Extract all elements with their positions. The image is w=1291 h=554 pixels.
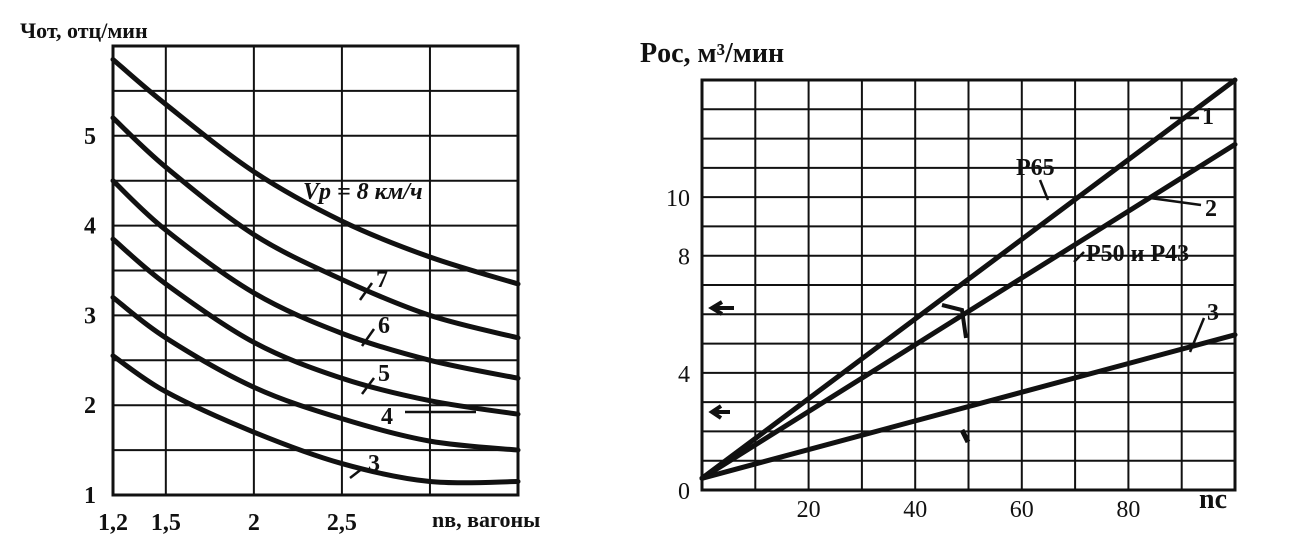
left-y-tick-label: 4: [84, 214, 96, 240]
right-y-axis-title: Pос, м³/мин: [640, 38, 784, 69]
right-tick-labels: 20 40 60 80 0 4 8 10: [666, 186, 1140, 523]
left-series-group: [110, 56, 521, 486]
annotation-p50-p43: P50 и P43: [1086, 241, 1189, 267]
series-label-3: 3: [1207, 300, 1219, 326]
right-y-tick-label: 4: [678, 362, 690, 388]
arrow-marker-lower: [708, 404, 730, 420]
left-curve-6: [110, 178, 521, 381]
right-plot-frame: [700, 78, 1237, 492]
left-y-tick-label: 1: [84, 483, 96, 509]
leader-p65: [1038, 179, 1050, 201]
leader-7: [358, 282, 374, 301]
right-x-axis-title: nс: [1199, 484, 1227, 515]
right-line-3: [699, 332, 1238, 481]
right-y-tick-label: 0: [678, 479, 690, 505]
left-curve-8: [110, 56, 521, 287]
series-label-1: 1: [1202, 104, 1214, 130]
marker-mid-lower: [959, 428, 971, 444]
leader-3: [349, 467, 364, 479]
left-y-tick-label: 2: [84, 393, 96, 419]
left-x-tick-label: 1,2: [98, 510, 128, 536]
left-curve-7: [110, 115, 521, 341]
leader-p50-p43: [1073, 251, 1085, 263]
left-x-tick-label: 2: [248, 510, 260, 536]
right-chart: 20 40 60 80 0 4 8 10 Pос, м³/мин nс 1 2 3 P65 P…: [640, 38, 1238, 523]
curve-label-3: 3: [368, 451, 380, 477]
left-tick-labels: 1,2 1,5 2 2,5 1 2 3 4 5: [84, 124, 357, 536]
curve-label-7: 7: [376, 267, 388, 293]
left-y-axis-title: Чот, отц/мин: [20, 18, 148, 43]
left-x-tick-label: 2,5: [327, 510, 357, 536]
left-y-tick-label: 3: [84, 303, 96, 329]
left-y-tick-label: 5: [84, 124, 96, 150]
arrow-marker-upper: [708, 300, 734, 316]
left-curve-4: [110, 294, 521, 453]
right-y-tick-label: 8: [678, 245, 690, 271]
right-y-tick-label: 10: [666, 186, 690, 212]
right-line-2: [699, 141, 1238, 481]
annotation-p65: P65: [1016, 155, 1055, 181]
left-curve-5: [110, 236, 521, 417]
leader-series-3: [1188, 317, 1206, 353]
right-grid: [702, 80, 1235, 490]
left-curve-3: [110, 353, 521, 486]
right-x-tick-label: 60: [1010, 497, 1034, 523]
marker-mid-upper: [941, 303, 968, 339]
left-plot-frame: [111, 44, 520, 497]
speed-annotation: Vр = 8 км/ч: [303, 179, 423, 205]
leader-series-2: [1149, 196, 1202, 207]
leader-5: [361, 377, 375, 395]
right-x-tick-label: 40: [903, 497, 927, 523]
right-series-group: [699, 77, 1238, 481]
curve-label-5: 5: [378, 361, 390, 387]
leader-6: [360, 328, 376, 347]
series-label-2: 2: [1205, 196, 1217, 222]
curve-label-6: 6: [378, 313, 390, 339]
right-line-1: [699, 77, 1238, 481]
curve-label-4: 4: [381, 404, 393, 430]
left-x-tick-label: 1,5: [151, 510, 181, 536]
left-x-axis-title: nв, вагоны: [432, 507, 540, 532]
right-x-tick-label: 20: [797, 497, 821, 523]
right-x-tick-label: 80: [1116, 497, 1140, 523]
